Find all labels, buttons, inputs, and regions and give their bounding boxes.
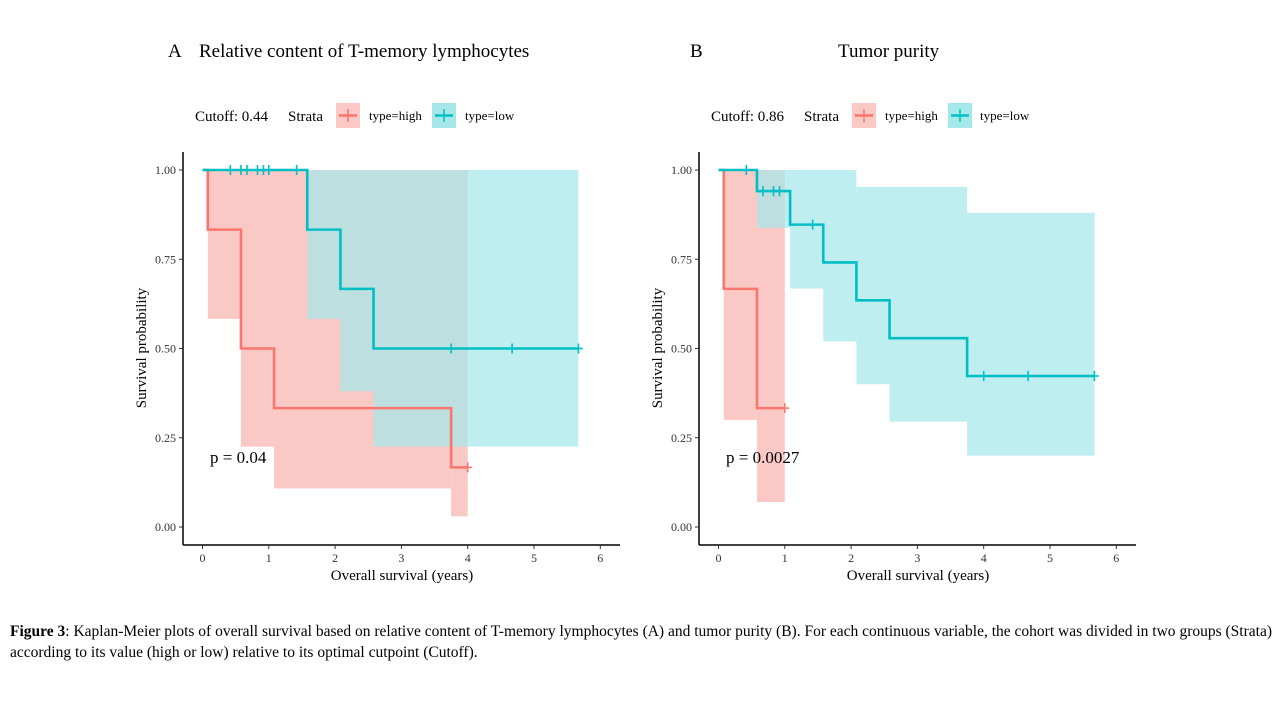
- panel-a-censor-mark-low: [292, 165, 302, 175]
- panel-b-y-tick-label: 0.25: [671, 431, 692, 445]
- figure: A Relative content of T-memory lymphocyt…: [134, 41, 1136, 584]
- panel-a-y-tick-label: 0.75: [155, 252, 176, 266]
- panel-b-y-tick-label: 0.50: [671, 342, 692, 356]
- panel-a-x-tick-label: 4: [465, 551, 471, 565]
- panel-b-x-tick-label: 5: [1047, 551, 1053, 565]
- panel-b-x-tick-label: 2: [848, 551, 854, 565]
- panel-b-legend-low-label: type=low: [980, 108, 1030, 123]
- panel-a-censor-mark-low: [507, 343, 517, 354]
- panel-a-x-axis-label: Overall survival (years): [331, 568, 473, 584]
- panel-b-censor-mark-low: [758, 186, 768, 197]
- panel-b-censor-mark-low: [1023, 370, 1033, 381]
- caption-label: Figure 3: [10, 623, 66, 640]
- panel-b-x-tick-label: 1: [782, 551, 788, 565]
- panel-a-x-tick-label: 6: [597, 551, 603, 565]
- panel-a-y-tick-label: 1.00: [155, 163, 176, 177]
- panel-b-x-tick-label: 3: [914, 551, 920, 565]
- panel-b-y-tick-label: 0.75: [671, 252, 692, 266]
- panel-b-strata-label: Strata: [804, 109, 839, 125]
- panel-b-censor-mark-low: [979, 370, 989, 381]
- panel-b-ci-band-low: [889, 186, 968, 422]
- panel-a-x-tick-label: 5: [531, 551, 537, 565]
- panel-b-censor-mark-low: [741, 165, 751, 175]
- panel-b-y-axis-label: Survival probability: [650, 287, 666, 408]
- panel-a-legend-low-label: type=low: [465, 108, 515, 123]
- panel-a-censor-mark-low: [242, 165, 252, 175]
- panel-a-x-tick-label: 1: [266, 551, 272, 565]
- panel-a-km-curve-high: [202, 168, 468, 469]
- panel-a-y-axis-label: Survival probability: [134, 287, 150, 408]
- panel-a-title: Relative content of T-memory lymphocytes: [199, 41, 529, 62]
- panel-b-y-tick-label: 1.00: [671, 163, 692, 177]
- panel-b-ci-band-low: [856, 186, 890, 385]
- panel-a-censor-mark-low: [446, 343, 456, 354]
- panel-b-censor-mark-low: [808, 219, 818, 230]
- panel-a-x-tick-label: 2: [332, 551, 338, 565]
- panel-b-ci-band-low: [823, 170, 857, 342]
- panel-a-ci-band-high: [207, 170, 241, 319]
- panel-a-plot-area: 0.00 0.25 0.50 0.75 1.00 0 1 2 3 4 5 6: [155, 152, 620, 565]
- panel-b-letter: B: [690, 41, 703, 62]
- panel-b-censor-mark-low: [774, 186, 784, 197]
- panel-b-x-tick-label: 0: [716, 551, 722, 565]
- panel-a-cutoff: Cutoff: 0.44: [195, 109, 269, 125]
- panel-a-p-value: p = 0.04: [210, 448, 267, 467]
- panel-b-ci-band-low: [967, 212, 1095, 456]
- panel-b: B Tumor purity Cutoff: 0.86 Strata type=…: [650, 41, 1136, 584]
- panel-b-ci-band-low: [756, 170, 791, 228]
- panel-a-y-tick-label: 0.00: [155, 520, 176, 534]
- panel-b-p-value: p = 0.0027: [726, 448, 800, 467]
- panel-a-censor-mark-low: [573, 343, 583, 354]
- panel-b-legend-high-label: type=high: [885, 108, 938, 123]
- panel-b-y-tick-label: 0.00: [671, 520, 692, 534]
- panel-b-x-tick-label: 6: [1113, 551, 1119, 565]
- panel-a-km-curve-low: [202, 168, 579, 350]
- panel-a-y-tick-label: 0.50: [155, 342, 176, 356]
- panel-a-ci-band-low: [307, 170, 341, 319]
- caption-text: : Kaplan-Meier plots of overall survival…: [10, 623, 1272, 661]
- figure-caption: Figure 3: Kaplan-Meier plots of overall …: [10, 621, 1272, 663]
- panel-b-ci-band-low: [790, 170, 824, 289]
- panel-b-cutoff: Cutoff: 0.86: [711, 109, 785, 125]
- panel-a-censor-mark-low: [225, 165, 235, 175]
- panel-a-censor-mark-low: [264, 165, 274, 175]
- panel-a-ci-band-high: [240, 170, 275, 447]
- panel-a-ci-band-low: [340, 170, 374, 392]
- panel-b-x-tick-label: 4: [981, 551, 987, 565]
- panel-b-ci-band-high: [723, 170, 757, 420]
- panel-b-plot-area: 0.00 0.25 0.50 0.75 1.00 0 1 2 3 4 5 6: [671, 152, 1136, 565]
- panel-a: A Relative content of T-memory lymphocyt…: [134, 41, 620, 584]
- panel-b-title: Tumor purity: [838, 41, 940, 62]
- panel-a-x-tick-label: 3: [398, 551, 404, 565]
- panel-a-strata-label: Strata: [288, 109, 323, 125]
- panel-a-legend-high-label: type=high: [369, 108, 422, 123]
- panel-b-censor-mark-high: [780, 403, 790, 414]
- panel-b-x-axis-label: Overall survival (years): [847, 568, 989, 584]
- panel-a-letter: A: [168, 41, 182, 62]
- panel-a-ci-band-low: [373, 170, 579, 447]
- panel-a-x-tick-label: 0: [200, 551, 206, 565]
- panel-b-censor-mark-low: [1089, 370, 1099, 381]
- panel-a-censor-mark-high: [463, 462, 473, 473]
- panel-a-y-tick-label: 0.25: [155, 431, 176, 445]
